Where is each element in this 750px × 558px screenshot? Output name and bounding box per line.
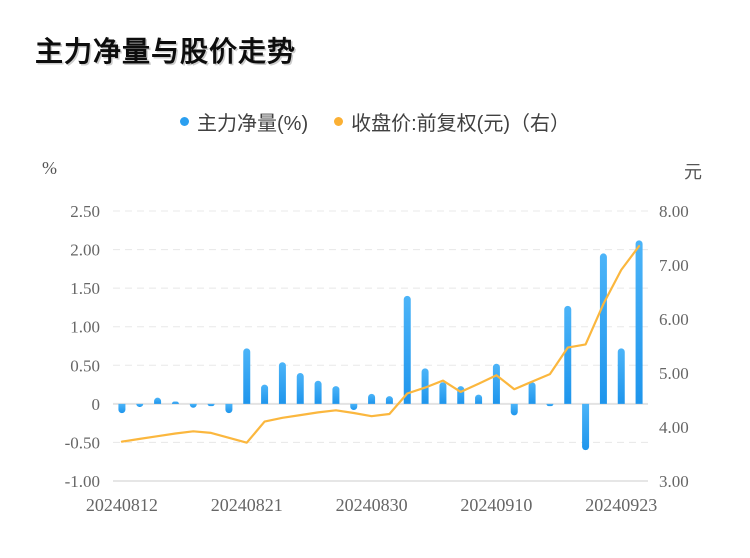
x-tick-label: 20240812 [86, 495, 158, 515]
bar [118, 403, 126, 414]
right-tick-label: 7.00 [659, 256, 689, 275]
left-tick-label: 2.00 [70, 241, 100, 260]
bar [492, 363, 500, 404]
bar [261, 384, 269, 404]
bar [582, 403, 590, 451]
bar [225, 403, 233, 414]
bar [457, 386, 465, 404]
right-tick-label: 6.00 [659, 310, 689, 329]
bar [546, 403, 554, 407]
left-axis-unit: % [42, 158, 57, 178]
x-tick-label: 20240830 [336, 495, 408, 515]
left-tick-label: 1.50 [70, 279, 100, 298]
bar [475, 394, 483, 404]
bar [243, 348, 251, 404]
right-tick-label: 4.00 [659, 418, 689, 437]
left-tick-label: -1.00 [65, 472, 100, 491]
bar [368, 393, 376, 404]
legend-item-main-net-volume[interactable]: 主力净量(%) [180, 107, 308, 136]
left-tick-label: 0 [92, 395, 101, 414]
legend-item-close-price[interactable]: 收盘价:前复权(元)（右） [334, 107, 570, 136]
right-axis-unit: 元 [684, 162, 702, 182]
legend-dot-blue-icon [180, 117, 189, 126]
bar-series [118, 240, 643, 451]
bar [421, 368, 429, 404]
bar [136, 403, 144, 407]
bar [154, 397, 162, 404]
x-tick-label: 20240923 [585, 495, 657, 515]
legend-dot-yellow-icon [334, 117, 344, 126]
page-title: 主力净量与股价走势 [35, 36, 297, 67]
bar [189, 403, 197, 408]
bar [278, 362, 286, 404]
bar [332, 386, 340, 404]
chart-legend: 主力净量(%) 收盘价:前复权(元)（右） [0, 107, 750, 136]
bar [385, 396, 393, 404]
price-line [120, 245, 641, 444]
bar [171, 401, 179, 404]
bar [510, 403, 518, 416]
right-tick-label: 5.00 [659, 364, 689, 383]
bar [296, 373, 304, 404]
bar [314, 380, 322, 404]
axis-labels: 2.50 2.00 1.50 1.00 0.50 0 -0.50 -1.00 8.00 7.00 6… [65, 202, 689, 515]
left-tick-label: 2.50 [70, 202, 100, 221]
gridlines [113, 210, 648, 482]
bar [564, 305, 572, 404]
x-tick-label: 20240910 [460, 495, 532, 515]
x-tick-label: 20240821 [211, 495, 283, 515]
close-price-line [120, 245, 641, 444]
right-tick-label: 8.00 [659, 202, 689, 221]
bar [350, 403, 358, 411]
bar [207, 403, 215, 407]
left-tick-label: -0.50 [65, 433, 100, 452]
left-tick-label: 1.00 [70, 318, 100, 337]
bar [635, 240, 643, 404]
bar [403, 295, 411, 404]
legend-label: 主力净量(%) [197, 113, 309, 135]
bar [617, 348, 625, 404]
bar [599, 253, 607, 404]
bar [528, 382, 536, 404]
bar [439, 382, 447, 404]
right-tick-label: 3.00 [659, 472, 689, 491]
left-tick-label: 0.50 [70, 356, 100, 375]
legend-label: 收盘价:前复权(元)（右） [351, 113, 570, 135]
